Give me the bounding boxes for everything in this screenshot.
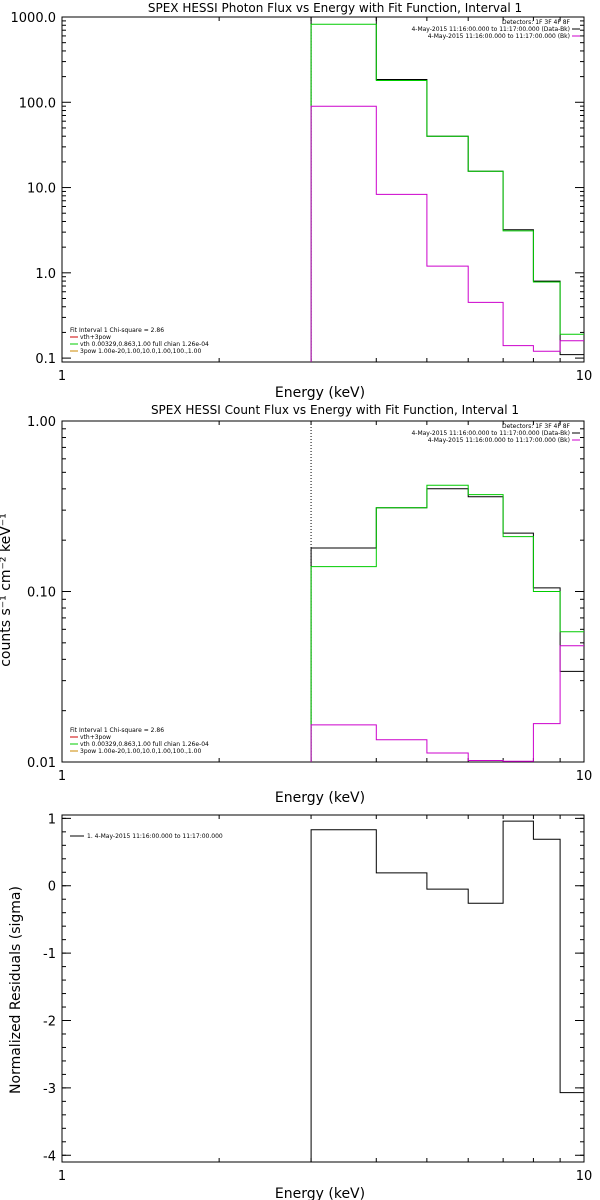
y-tick-label: -2	[43, 1015, 56, 1030]
y-tick-label: 1.0	[35, 267, 56, 282]
legend-entry: Fit Interval 1 Chi-square = 2.86	[70, 327, 164, 334]
plot-frame	[61, 814, 585, 1163]
y-axis-label: counts s⁻¹ cm⁻² keV⁻¹	[0, 513, 14, 667]
y-tick-label: 10.0	[27, 182, 56, 197]
series-line-1	[310, 484, 584, 762]
y-tick-label: -3	[43, 1082, 56, 1097]
series-line-2	[310, 645, 584, 762]
series-line-0	[310, 488, 584, 762]
legend-entry: 4-May-2015 11:16:00.000 to 11:17:00.000 …	[428, 33, 570, 40]
x-tick-label: 1	[58, 769, 66, 784]
x-tick-label: 10	[576, 369, 593, 384]
plot-frame	[61, 16, 585, 363]
legend-entry: Detectors: 1F 3F 4F 8F	[502, 19, 571, 26]
legend-entry: vth 0.00329,0.863,1.00 full chian 1.26e-…	[80, 741, 209, 748]
legend-entry: 1. 4-May-2015 11:16:00.000 to 11:17:00.0…	[87, 833, 223, 840]
plot-area: -4 -3 -2 -1 0 1 1 10 1. 4-May-2015 11:16:00.000 …	[43, 812, 592, 1184]
x-tick-label: 1	[58, 1169, 66, 1184]
legend-entry: Detectors: 1F 3F 4F 8F	[502, 423, 571, 430]
y-tick-label: -4	[43, 1149, 56, 1164]
plot-area: 0.1 1.0 10.0 100.0 1000.0 1 10 Detectors: 1F 3F…	[11, 11, 593, 384]
legend-entry: Fit Interval 1 Chi-square = 2.86	[70, 727, 164, 734]
series-line-1	[310, 23, 584, 362]
legend-entry: vth+3pow	[80, 734, 111, 741]
x-axis-label: Energy (keV)	[275, 790, 365, 806]
y-tick-label: 1	[48, 812, 56, 827]
legend-entry: 4-May-2015 11:16:00.000 to 11:17:00.000 …	[411, 26, 570, 33]
y-tick-label: 0	[48, 880, 56, 895]
series-line-0	[310, 820, 585, 1162]
legend-entry: 3pow 1.00e-20,1.00,10.0,1.00,100.,1.00	[80, 748, 201, 755]
panel-title: SPEX HESSI Photon Flux vs Energy with Fi…	[148, 1, 522, 15]
y-tick-label: -1	[43, 947, 56, 962]
y-tick-label: 1000.0	[11, 11, 57, 26]
legend-entry: 3pow 1.00e-20,1.00,10.0,1.00,100.,1.00	[80, 348, 201, 355]
legend-entry: vth 0.00329,0.863,1.00 full chian 1.26e-…	[80, 341, 209, 348]
count-flux-panel: SPEX HESSI Count Flux vs Energy with Fit…	[0, 403, 592, 806]
photon-flux-panel: SPEX HESSI Photon Flux vs Energy with Fi…	[11, 1, 593, 401]
x-tick-label: 1	[58, 369, 66, 384]
legend-entry: 4-May-2015 11:16:00.000 to 11:17:00.000 …	[411, 430, 570, 437]
y-tick-label: 1.00	[27, 415, 56, 430]
x-axis-label: Energy (keV)	[275, 385, 365, 401]
series-line-2	[310, 105, 584, 362]
panel-title: SPEX HESSI Count Flux vs Energy with Fit…	[151, 403, 519, 417]
legend-entry: vth+3pow	[80, 334, 111, 341]
y-tick-label: 0.1	[35, 352, 56, 367]
y-tick-label: 0.10	[27, 586, 56, 601]
x-tick-label: 10	[576, 769, 593, 784]
y-tick-label: 100.0	[19, 96, 56, 111]
legend-entry: 4-May-2015 11:16:00.000 to 11:17:00.000 …	[428, 437, 570, 444]
series-line-0	[310, 16, 584, 362]
residuals-panel: Energy (keV) Normalized Residuals (sigma…	[8, 812, 592, 1200]
x-axis-label: Energy (keV)	[275, 1186, 365, 1200]
y-axis-label: Normalized Residuals (sigma)	[8, 886, 24, 1094]
plot-frame	[61, 420, 585, 763]
x-tick-label: 10	[576, 1169, 593, 1184]
y-tick-label: 0.01	[27, 756, 56, 771]
